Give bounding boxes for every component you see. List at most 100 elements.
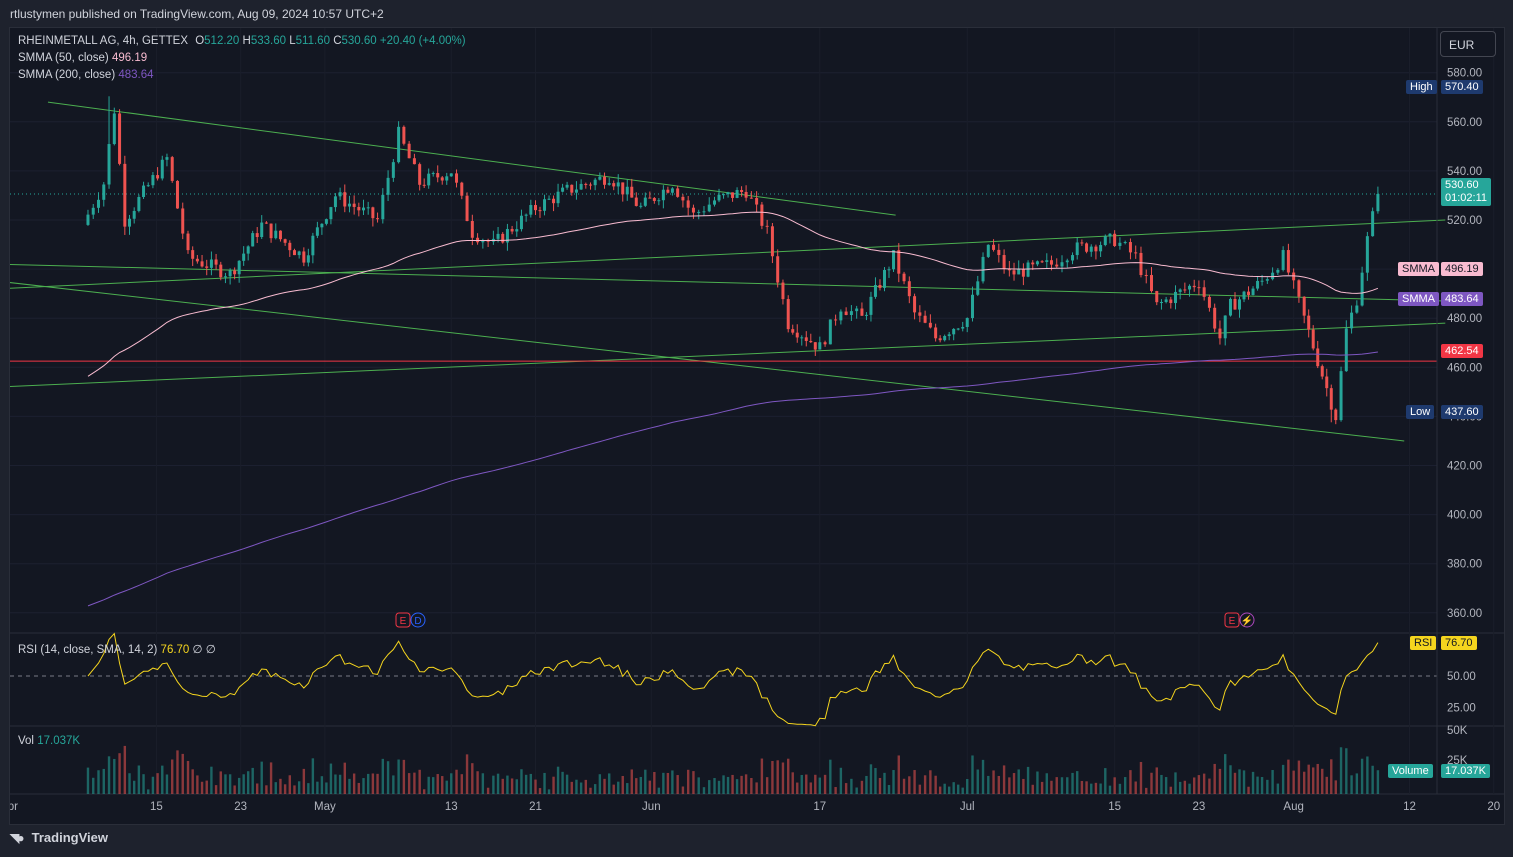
candle-body <box>269 223 273 239</box>
volume-bar <box>118 753 121 794</box>
candle-body <box>86 214 90 225</box>
candle-body <box>1307 315 1311 330</box>
volume-bar <box>608 773 611 794</box>
candle-body <box>112 113 116 145</box>
candle-body <box>740 190 744 192</box>
volume-bar <box>171 759 174 794</box>
candle-body <box>465 195 469 222</box>
candle-body <box>744 191 748 198</box>
volume-bar <box>1113 777 1116 794</box>
event-markers[interactable]: E D E ⚡ <box>395 612 1255 628</box>
volume-bar <box>496 773 500 794</box>
volume-bar <box>686 769 690 794</box>
candle-body <box>755 198 759 205</box>
candle-body <box>228 270 232 277</box>
volume-bar <box>740 775 743 794</box>
candle-body <box>1271 272 1275 280</box>
grid <box>10 28 1504 795</box>
publisher-line: rtlustymen published on TradingView.com,… <box>10 7 384 21</box>
volume-bar <box>237 777 241 794</box>
candle-body <box>510 228 514 232</box>
volume-legend[interactable]: Vol 17.037K <box>18 735 80 747</box>
trendlines[interactable] <box>0 101 1446 442</box>
volume-bar <box>1145 787 1148 794</box>
volume-bar <box>1022 778 1025 794</box>
volume-bar <box>818 777 822 794</box>
volume-bar <box>666 772 670 794</box>
smma200-legend[interactable]: SMMA (200, close) 483.64 <box>18 69 154 81</box>
chart-panel[interactable]: 580.00560.00540.00520.00500.00480.00460.… <box>0 27 1505 825</box>
candle-body <box>1202 287 1206 297</box>
candle-body <box>864 314 868 316</box>
high-label: H <box>242 35 251 47</box>
candle-body <box>760 204 764 226</box>
volume-bar <box>800 774 803 794</box>
candle-body <box>107 144 111 185</box>
chart-svg[interactable]: 580.00560.00540.00520.00500.00480.00460.… <box>0 28 1504 824</box>
candle-body <box>834 319 838 321</box>
candle-body <box>1075 242 1079 256</box>
volume-bar <box>132 780 136 794</box>
volume-bar <box>923 775 927 794</box>
time-tick-label: 15 <box>150 801 163 813</box>
candle-body <box>102 184 106 200</box>
volume-bar <box>1271 770 1274 794</box>
rsi-legend[interactable]: RSI (14, close, SMA, 14, 2) 76.70 ∅ ∅ <box>18 642 216 656</box>
candle-body <box>1320 366 1324 377</box>
candle-body <box>1325 376 1329 389</box>
candle-body <box>547 198 551 200</box>
earnings-split-marker-aug[interactable]: E ⚡ <box>1224 612 1255 628</box>
smma50-label: SMMA (50, close) <box>18 52 109 64</box>
candle-body <box>612 183 616 187</box>
time-tick-label: 13 <box>445 801 458 813</box>
volume-bar <box>883 772 886 794</box>
tradingview-logo[interactable]: ◥● TradingView <box>10 830 108 845</box>
candle-body <box>1188 285 1192 290</box>
price-tick-label: 360.00 <box>1447 608 1482 620</box>
volume-bar <box>1197 775 1201 794</box>
candle-body <box>1218 328 1222 339</box>
earnings-dividend-marker-may[interactable]: E D <box>395 612 426 628</box>
volume-bar <box>1256 776 1259 794</box>
volume-bar <box>307 783 310 794</box>
volume-bar <box>966 779 969 794</box>
time-axis[interactable]: Apr 15 23 May 13 21 Jun 17 Jul 15 23 Aug 12 20 <box>0 801 1500 813</box>
time-tick-label: Apr <box>10 801 18 813</box>
candle-body <box>1099 245 1103 252</box>
smma-lines <box>87 211 1379 607</box>
volume-bar <box>348 778 351 794</box>
volume-bar <box>534 779 537 794</box>
symbol-name: RHEINMETALL AG, 4h, GETTEX <box>18 35 188 47</box>
volume-bar <box>1287 759 1290 794</box>
candle-body <box>1376 193 1380 212</box>
symbol-legend[interactable]: RHEINMETALL AG, 4h, GETTEX O512.20 H533.… <box>18 35 466 47</box>
volume-bar <box>860 780 864 794</box>
candle-body <box>1065 260 1069 263</box>
volume-bar <box>441 776 444 794</box>
candle-body <box>1026 262 1030 277</box>
candle-body <box>648 197 652 199</box>
volume-bar <box>1292 770 1295 794</box>
candle-body <box>1355 305 1359 313</box>
volume-bar <box>1350 775 1353 794</box>
volume-bar <box>1085 781 1088 794</box>
volume-bar <box>579 782 583 794</box>
currency-button[interactable]: EUR <box>1440 31 1496 57</box>
candle-body <box>1276 269 1280 273</box>
candle-body <box>1035 261 1039 265</box>
candle-body <box>1344 328 1348 372</box>
smma200-value: 483.64 <box>118 69 154 81</box>
candle-body <box>146 185 150 187</box>
price-tick-label: 420.00 <box>1447 461 1482 473</box>
volume-bar <box>492 775 495 794</box>
volume-bar <box>471 763 474 794</box>
volume-bar <box>902 778 906 794</box>
smma50-legend[interactable]: SMMA (50, close) 496.19 <box>18 52 147 64</box>
candle-body <box>449 173 453 177</box>
volume-bar <box>501 778 504 794</box>
time-tick-label: 23 <box>234 801 247 813</box>
candle-body <box>800 337 804 339</box>
candle-body <box>570 184 574 193</box>
volume-bar <box>102 768 105 794</box>
candle-body <box>412 158 416 165</box>
